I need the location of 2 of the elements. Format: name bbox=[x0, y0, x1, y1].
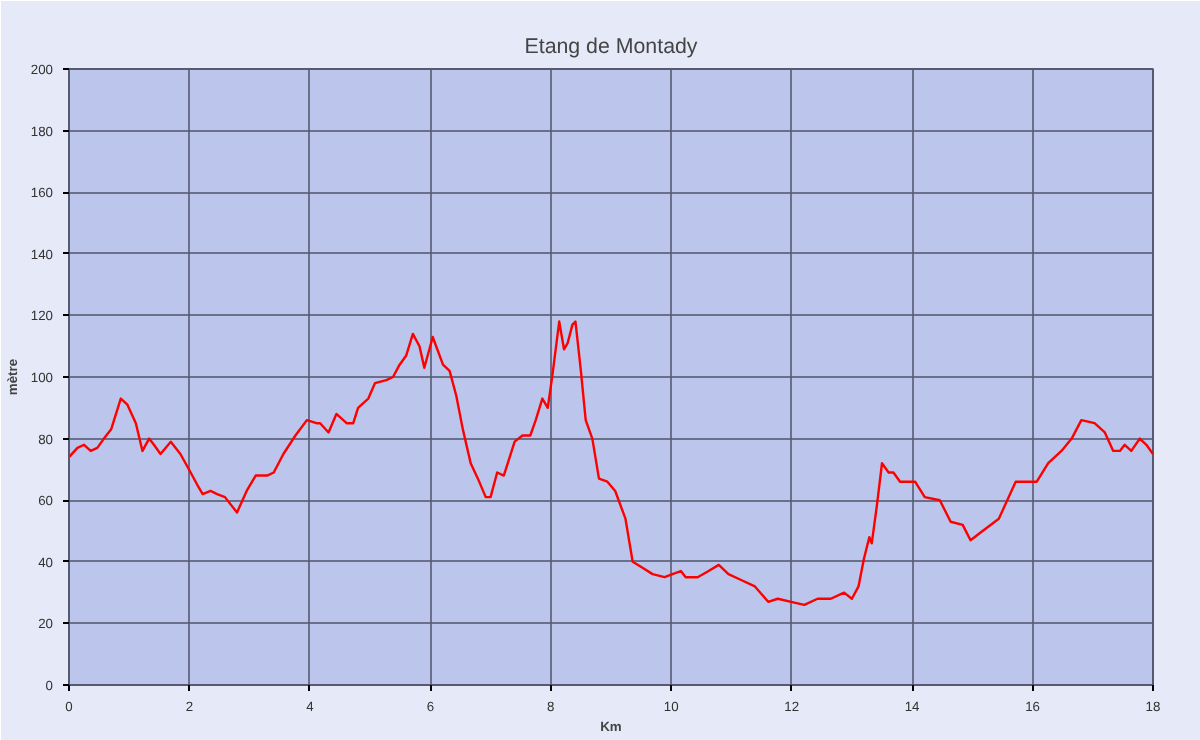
line-series bbox=[69, 320, 1153, 607]
chart-title: Etang de Montady bbox=[524, 35, 699, 59]
